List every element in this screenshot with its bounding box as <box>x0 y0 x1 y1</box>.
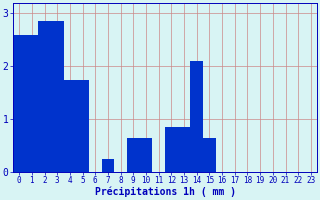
Bar <box>13 35 26 172</box>
Bar <box>203 138 216 172</box>
Bar <box>38 21 51 172</box>
Bar <box>64 80 76 172</box>
Bar <box>76 80 89 172</box>
Bar <box>127 138 140 172</box>
Bar <box>26 35 38 172</box>
Bar <box>102 159 114 172</box>
Bar <box>190 61 203 172</box>
Bar <box>165 127 178 172</box>
X-axis label: Précipitations 1h ( mm ): Précipitations 1h ( mm ) <box>94 187 236 197</box>
Bar <box>178 127 190 172</box>
Bar <box>140 138 152 172</box>
Bar <box>51 21 64 172</box>
